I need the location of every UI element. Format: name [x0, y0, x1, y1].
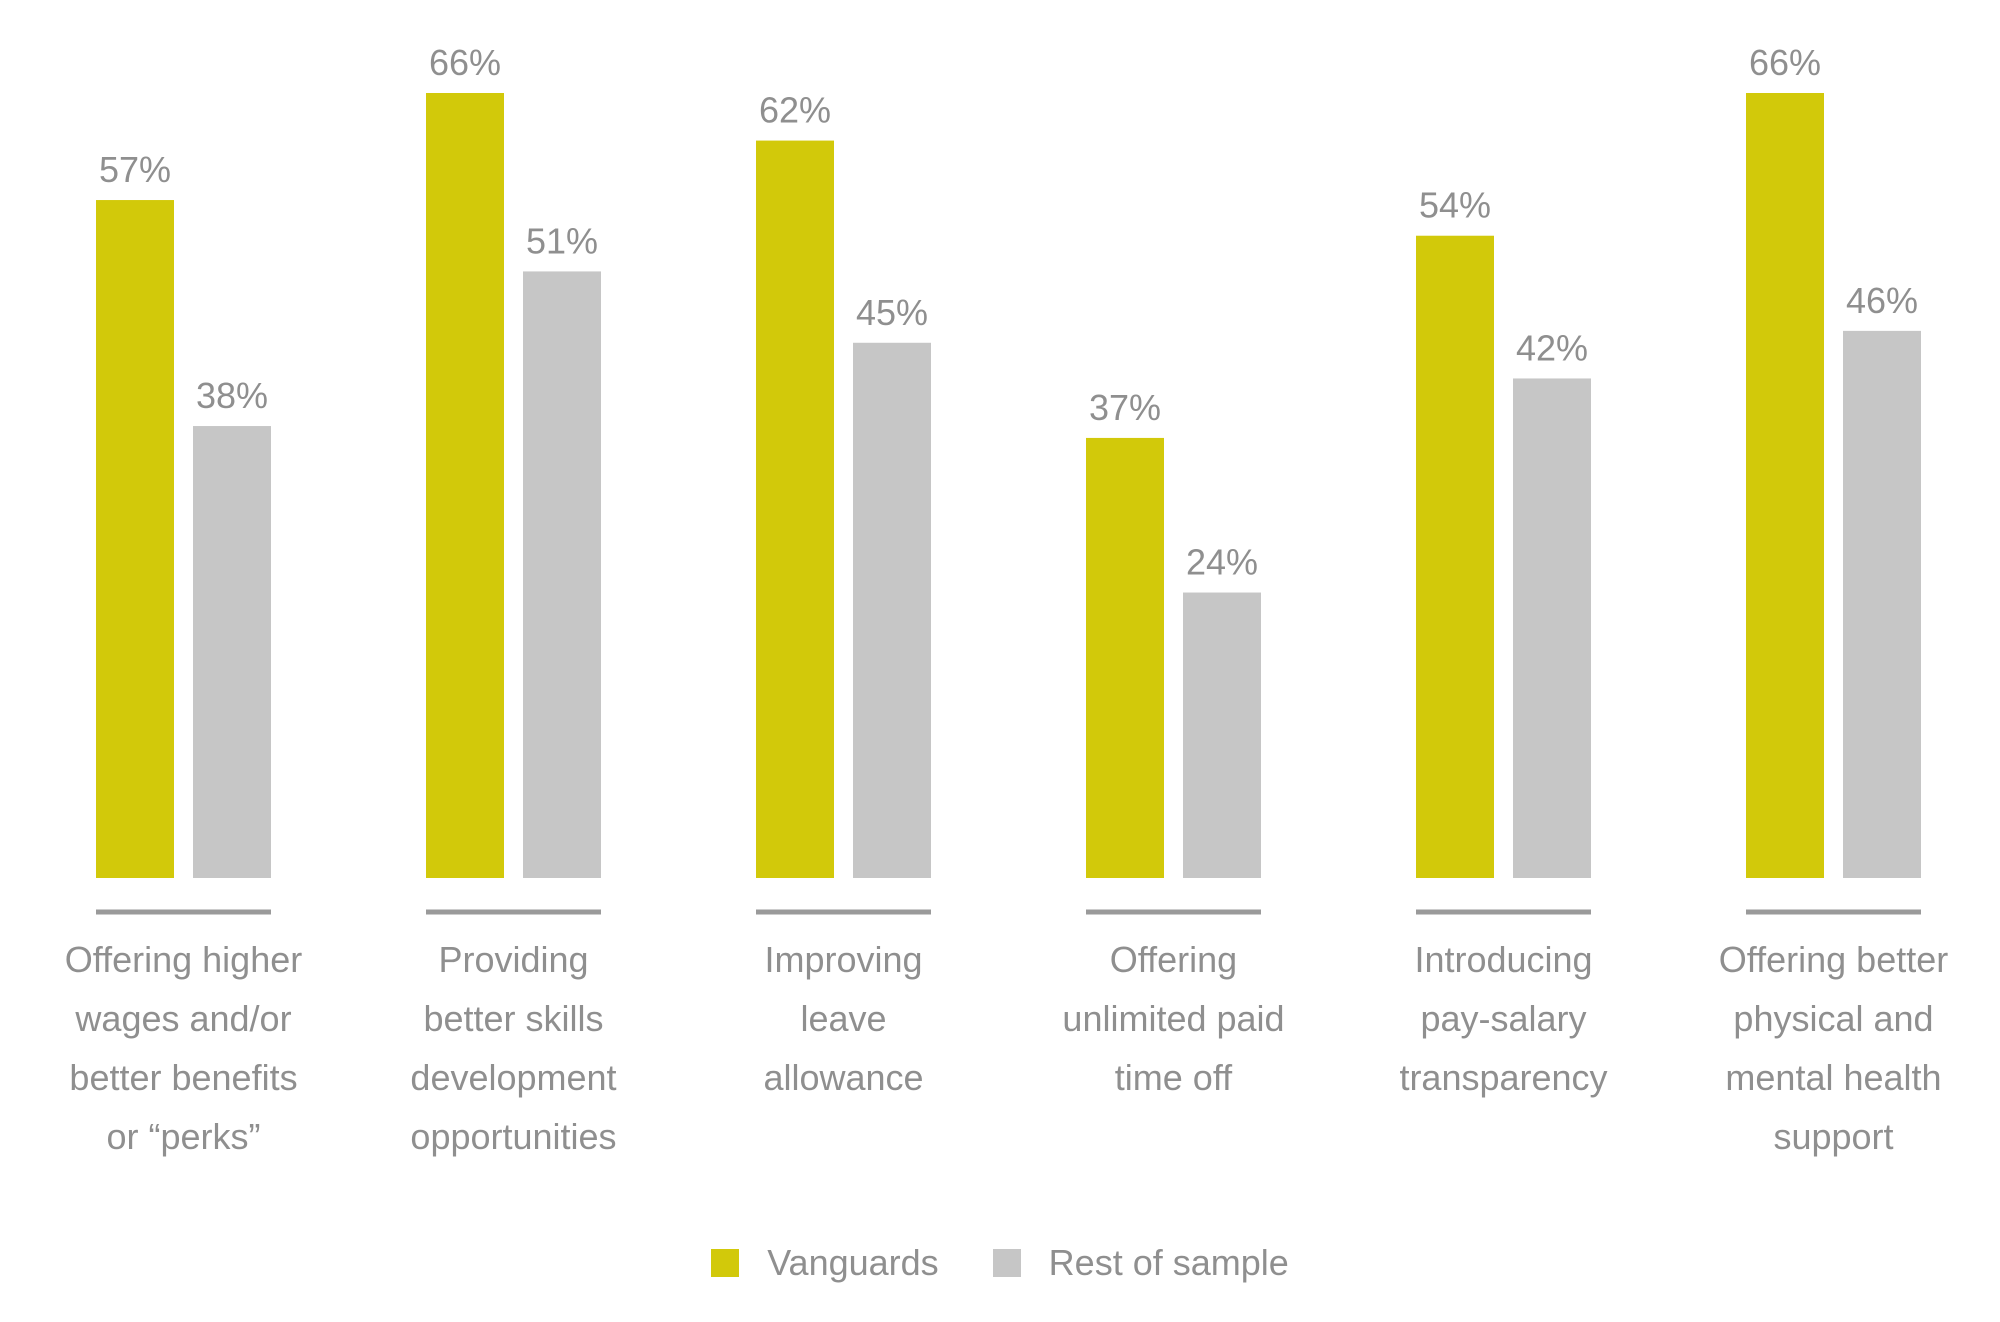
- category-label-3-line-1: unlimited paid: [1062, 998, 1284, 1039]
- bar-vanguards-4: [1416, 235, 1494, 878]
- data-label-rest-of-sample-0: 38%: [196, 375, 268, 416]
- data-label-rest-of-sample-3: 24%: [1186, 542, 1258, 583]
- category-label-5-line-2: mental health: [1725, 1057, 1941, 1098]
- legend-swatch-vanguards: [711, 1249, 740, 1277]
- legend-label-rest-of-sample: Rest of sample: [1048, 1242, 1289, 1283]
- category-label-5-line-3: support: [1773, 1116, 1893, 1157]
- bar-rest-of-sample-5: [1843, 330, 1921, 878]
- category-label-3-line-0: Offering: [1110, 939, 1237, 980]
- category-label-4-line-0: Introducing: [1414, 939, 1592, 980]
- legend-label-vanguards: Vanguards: [767, 1242, 939, 1283]
- category-label-1-line-3: opportunities: [410, 1116, 616, 1157]
- data-label-vanguards-5: 66%: [1749, 42, 1821, 83]
- legend-item-rest-of-sample: Rest of sample: [992, 1242, 1289, 1284]
- category-label-4-line-1: pay-salary: [1420, 998, 1586, 1039]
- bar-vanguards-1: [426, 93, 504, 878]
- data-label-rest-of-sample-4: 42%: [1516, 327, 1588, 368]
- legend-item-vanguards: Vanguards: [711, 1242, 939, 1284]
- bar-rest-of-sample-4: [1513, 378, 1591, 878]
- category-label-5-line-1: physical and: [1733, 998, 1933, 1039]
- data-label-vanguards-1: 66%: [429, 42, 501, 83]
- category-label-1-line-0: Providing: [438, 939, 588, 980]
- category-label-1-line-1: better skills: [423, 998, 603, 1039]
- data-label-rest-of-sample-2: 45%: [856, 292, 928, 333]
- bar-vanguards-2: [756, 140, 834, 879]
- bar-vanguards-0: [96, 200, 174, 878]
- bar-rest-of-sample-2: [853, 342, 931, 879]
- category-label-0-line-1: wages and/or: [74, 998, 291, 1039]
- category-label-4-line-2: transparency: [1399, 1057, 1607, 1098]
- category-label-0-line-3: or “perks”: [106, 1116, 260, 1157]
- category-label-0-line-0: Offering higher: [65, 939, 302, 980]
- category-label-2-line-2: allowance: [763, 1057, 923, 1098]
- bar-rest-of-sample-0: [193, 426, 271, 878]
- data-label-rest-of-sample-1: 51%: [526, 220, 598, 261]
- data-label-vanguards-3: 37%: [1089, 387, 1161, 428]
- bar-vanguards-3: [1086, 437, 1164, 878]
- category-label-0-line-2: better benefits: [69, 1057, 297, 1098]
- data-label-vanguards-0: 57%: [99, 149, 171, 190]
- data-label-rest-of-sample-5: 46%: [1846, 280, 1918, 321]
- category-label-3-line-2: time off: [1115, 1057, 1233, 1098]
- data-label-vanguards-2: 62%: [759, 90, 831, 131]
- category-label-2-line-1: leave: [800, 998, 886, 1039]
- legend: Vanguards Rest of sample: [0, 1242, 2000, 1284]
- bar-rest-of-sample-1: [523, 271, 601, 879]
- category-label-1-line-2: development: [410, 1057, 616, 1098]
- data-label-vanguards-4: 54%: [1419, 185, 1491, 226]
- bar-rest-of-sample-3: [1183, 592, 1261, 878]
- bar-vanguards-5: [1746, 93, 1824, 878]
- category-label-5-line-0: Offering better: [1719, 939, 1948, 980]
- legend-swatch-rest-of-sample: [992, 1249, 1021, 1277]
- category-label-2-line-0: Improving: [764, 939, 922, 980]
